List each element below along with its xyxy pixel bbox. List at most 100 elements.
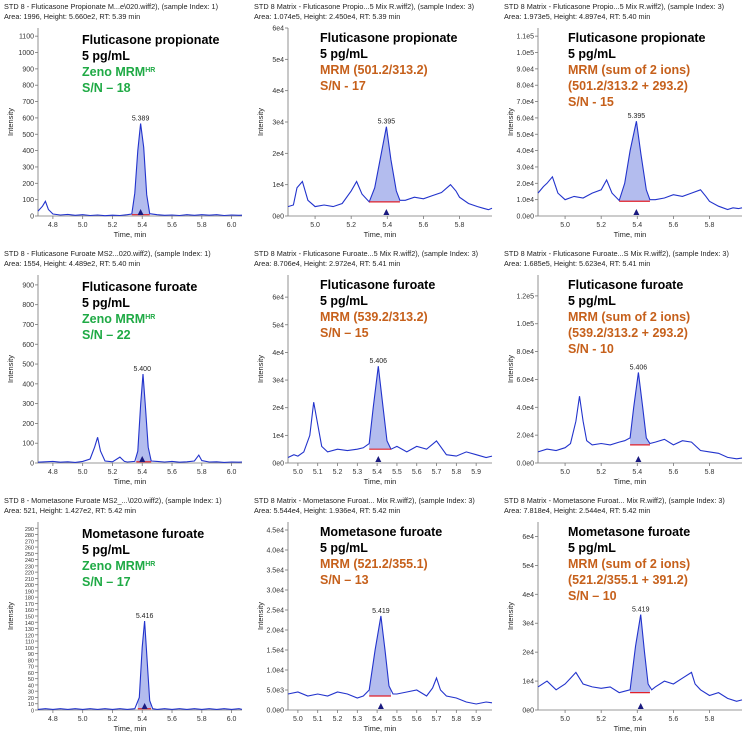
peak-area-fill: [369, 126, 400, 202]
y-tick-label: 40: [28, 683, 34, 689]
y-tick-label: 6e4: [522, 534, 534, 541]
peak-annotation: Mometasone furoate 5 pg/mL MRM (sum of 2 i…: [568, 524, 690, 604]
y-tick-label: 60: [28, 671, 34, 677]
y-tick-label: 800: [22, 83, 34, 90]
y-tick-label: 4.0e4: [516, 148, 534, 155]
method-superscript: HR: [145, 314, 156, 321]
x-tick-label: 5.7: [432, 716, 442, 723]
signal-to-noise-text: S/N – 13: [320, 573, 369, 587]
x-tick-label: 5.6: [167, 469, 177, 476]
compound-name-text: Fluticasone furoate: [82, 280, 198, 294]
compound-name-text: Mometasone furoate: [568, 525, 691, 539]
y-tick-label: 0: [30, 461, 34, 468]
x-axis-label: Time, min: [364, 724, 397, 733]
method-label-line2-text: (521.2/355.1 + 391.2): [568, 573, 688, 587]
signal-to-noise: S/N – 22: [82, 327, 197, 343]
peak-rt-label: 5.395: [628, 113, 646, 120]
y-tick-label: 6.0e4: [516, 377, 534, 384]
y-tick-label: 6e4: [272, 295, 284, 302]
header-line: STD 8 Matrix - Fluticasone Furoate...5 M…: [254, 249, 479, 258]
y-tick-label: 5.0e3: [266, 688, 284, 695]
x-tick-label: 5.8: [451, 716, 461, 723]
chromatogram-plot: 0.0e0 2.0e4 4.0e4 6.0e4 8.0e4 1.0e5 1.2e5 5.0 5.…: [506, 275, 743, 486]
y-tick-label: 1e4: [522, 679, 534, 686]
chromatogram-panel: STD 8 - Mometasone Furoate MS2_...\020.w…: [0, 494, 250, 740]
x-axis-label: Time, min: [614, 230, 647, 239]
chromatogram-plot: 0102030405060708090100110120130140150160…: [6, 522, 243, 733]
x-tick-label: 5.6: [669, 469, 679, 476]
header-line: Area: 5.544e4, Height: 1.936e4, RT: 5.42…: [254, 506, 401, 515]
y-axis-label: Intensity: [506, 355, 515, 383]
concentration-text: 5 pg/mL: [82, 49, 130, 63]
peak-annotation: Fluticasone furoate 5 pg/mL MRM (539.2/313…: [320, 277, 435, 341]
panel-header: STD 8 - Mometasone Furoate MS2_...\020.w…: [4, 496, 248, 516]
peak-rt-label: 5.406: [370, 358, 388, 365]
peak-rt-label: 5.389: [132, 115, 150, 122]
signal-to-noise: S/N – 15: [320, 325, 435, 341]
x-tick-label: 5.6: [167, 716, 177, 723]
header-line: STD 8 - Fluticasone Propionate M...e\020…: [4, 2, 219, 11]
chromatogram-panel: STD 8 Matrix - Fluticasone Furoate...S M…: [500, 247, 750, 493]
header-line: STD 8 - Mometasone Furoate MS2_...\020.w…: [4, 496, 222, 505]
compound-name: Fluticasone propionate: [320, 30, 458, 46]
y-tick-label: 0e0: [272, 461, 284, 468]
x-tick-label: 5.2: [108, 469, 118, 476]
signal-to-noise: S/N - 10: [568, 341, 690, 357]
panel-header: STD 8 Matrix - Mometasone Furoat... Mix …: [254, 496, 498, 516]
header-line: Area: 7.818e4, Height: 2.544e4, RT: 5.42…: [504, 506, 651, 515]
y-tick-label: 160: [25, 608, 34, 614]
x-tick-label: 6.0: [227, 716, 237, 723]
x-tick-label: 5.1: [313, 469, 323, 476]
y-tick-label: 1e4: [272, 182, 284, 189]
peak-annotation: Mometasone furoate 5 pg/mL Zeno MRMHR S/N –…: [82, 526, 204, 590]
chromatogram-panel: STD 8 Matrix - Fluticasone Propio...5 Mi…: [500, 0, 750, 246]
y-tick-label: 5e4: [272, 57, 284, 64]
peak-annotation: Fluticasone propionate 5 pg/mL Zeno MRMHR S…: [82, 32, 220, 96]
y-tick-label: 2e4: [272, 151, 284, 158]
signal-to-noise-text: S/N – 18: [82, 81, 131, 95]
chromatogram-plot: 0e0 1e4 2e4 3e4 4e4 5e4 6e4 5.0 5.1 5.2 5.3 5.4 5.5 5…: [256, 275, 493, 486]
x-tick-label: 5.8: [705, 716, 715, 723]
peak-area-fill: [369, 366, 391, 450]
y-tick-label: 130: [25, 627, 34, 633]
y-tick-label: 280: [25, 533, 34, 539]
y-tick-label: 3.5e4: [266, 568, 284, 575]
chromatogram-plot: 0 100 200 300 400 500 600 700 800 900 4.8 5.0 5.2 5.4…: [6, 275, 243, 486]
compound-name: Mometasone furoate: [568, 524, 690, 540]
y-tick-label: 1.1e5: [516, 34, 534, 41]
chromatogram-panel: STD 8 Matrix - Mometasone Furoat... Mix …: [250, 494, 500, 740]
panel-header: STD 8 Matrix - Fluticasone Propio...5 Mi…: [504, 2, 748, 22]
x-axis-label: Time, min: [614, 477, 647, 486]
compound-name-text: Fluticasone propionate: [82, 33, 220, 47]
x-axis-label: Time, min: [364, 230, 397, 239]
x-tick-label: 5.4: [137, 469, 147, 476]
y-tick-label: 400: [22, 381, 34, 388]
y-tick-label: 110: [25, 640, 34, 646]
y-tick-label: 20: [28, 696, 34, 702]
y-tick-label: 600: [22, 342, 34, 349]
y-axis-label: Intensity: [256, 602, 265, 630]
y-tick-label: 4e4: [272, 350, 284, 357]
x-tick-label: 5.0: [293, 469, 303, 476]
method-label-text: MRM (sum of 2 ions): [568, 557, 691, 571]
y-tick-label: 0e0: [522, 708, 534, 715]
x-tick-label: 5.2: [596, 469, 606, 476]
x-tick-label: 5.2: [596, 716, 606, 723]
y-tick-label: 0e0: [272, 214, 284, 221]
y-tick-label: 250: [25, 552, 34, 558]
x-tick-label: 5.7: [432, 469, 442, 476]
panel-header: STD 8 Matrix - Fluticasone Propio...5 Mi…: [254, 2, 498, 22]
chromatogram-trace: [287, 366, 493, 459]
compound-name-text: Mometasone furoate: [82, 527, 205, 541]
concentration: 5 pg/mL: [320, 540, 442, 556]
y-tick-label: 5.0e4: [516, 132, 534, 139]
signal-to-noise-text: S/N – 22: [82, 328, 131, 342]
y-tick-label: 240: [25, 558, 34, 564]
x-axis-label: Time, min: [114, 230, 147, 239]
x-tick-label: 5.2: [333, 716, 343, 723]
retention-time-marker: [375, 456, 382, 462]
y-tick-label: 100: [22, 197, 34, 204]
x-tick-label: 4.8: [48, 716, 58, 723]
y-tick-label: 210: [25, 577, 34, 583]
x-tick-label: 5.4: [137, 716, 147, 723]
